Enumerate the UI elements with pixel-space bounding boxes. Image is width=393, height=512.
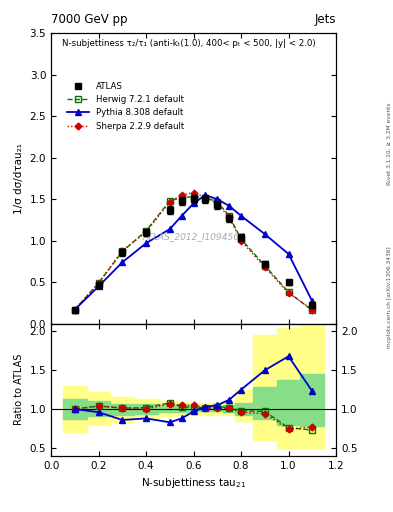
Text: Jets: Jets (314, 13, 336, 26)
X-axis label: N-subjettiness tau$_{21}$: N-subjettiness tau$_{21}$ (141, 476, 246, 490)
Legend: ATLAS, Herwig 7.2.1 default, Pythia 8.308 default, Sherpa 2.2.9 default: ATLAS, Herwig 7.2.1 default, Pythia 8.30… (64, 78, 187, 134)
Text: mcplots.cern.ch [arXiv:1306.3436]: mcplots.cern.ch [arXiv:1306.3436] (387, 246, 392, 348)
Y-axis label: Ratio to ATLAS: Ratio to ATLAS (14, 354, 24, 425)
Text: ATLAS_2012_I1094564: ATLAS_2012_I1094564 (142, 232, 245, 241)
Text: Rivet 3.1.10, ≥ 3.2M events: Rivet 3.1.10, ≥ 3.2M events (387, 102, 392, 185)
Y-axis label: 1/σ dσ/dτau₂₁: 1/σ dσ/dτau₂₁ (14, 143, 24, 214)
Text: 7000 GeV pp: 7000 GeV pp (51, 13, 128, 26)
Text: N-subjettiness τ₂/τ₁ (anti-kₜ(1.0), 400< pₜ < 500, |y| < 2.0): N-subjettiness τ₂/τ₁ (anti-kₜ(1.0), 400<… (62, 39, 316, 48)
